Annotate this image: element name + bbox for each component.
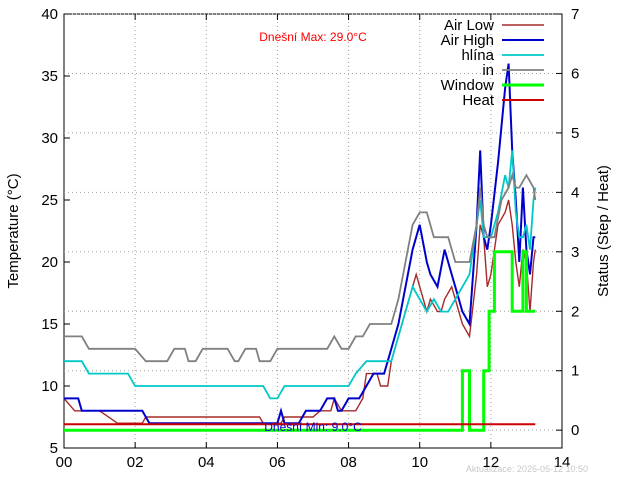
legend-label-in: in (482, 62, 494, 79)
plot-area (63, 13, 563, 449)
max-temperature-annotation: Dnešní Max: 29.0°C (259, 30, 367, 44)
series-line-window (64, 250, 536, 432)
y-tick-label: 20 (41, 254, 58, 271)
x-tick-label: 06 (269, 454, 286, 471)
x-tick-label: 08 (340, 454, 357, 471)
y2-tick-label: 7 (571, 6, 579, 23)
x-tick-label: 14 (554, 454, 571, 471)
legend-label-window: Window (441, 77, 495, 94)
y-tick-label: 35 (41, 68, 58, 85)
last-updated-label: Aktualizace: 2026-05-12 10:50 (466, 464, 588, 474)
y2-tick-label: 3 (571, 244, 579, 261)
x-tick-label: 02 (127, 454, 144, 471)
x-tick-label: 00 (56, 454, 73, 471)
series-line-air-high (64, 63, 536, 425)
min-temperature-annotation: Dnešní Min: 9.0°C (264, 420, 362, 434)
series-line-hlina (64, 150, 537, 400)
series-layer (63, 63, 537, 432)
series-line-in (64, 171, 537, 363)
legend-label-hlina: hlína (461, 47, 494, 64)
y2-tick-label: 6 (571, 65, 579, 82)
y-axis-label: Temperature (°C) (5, 173, 22, 288)
x-tick-label: 04 (198, 454, 215, 471)
x-axis-ticks: 00 02 04 06 08 10 12 14 (56, 14, 571, 471)
y2-tick-label: 0 (571, 422, 579, 439)
legend-label-heat: Heat (462, 92, 495, 109)
y2-tick-label: 4 (571, 184, 579, 201)
x-tick-label: 10 (411, 454, 428, 471)
y2-tick-label: 1 (571, 363, 579, 380)
y-tick-label: 15 (41, 316, 58, 333)
y-axis-ticks: 5 10 15 20 25 30 35 40 (41, 6, 70, 457)
y-tick-label: 25 (41, 192, 58, 209)
y2-axis-ticks: 0 1 2 3 4 5 6 7 (556, 6, 579, 439)
legend-label-air-high: Air High (441, 32, 494, 49)
legend-label-air-low: Air Low (444, 17, 494, 34)
y2-tick-label: 2 (571, 303, 579, 320)
y2-tick-label: 5 (571, 125, 579, 142)
y-tick-label: 30 (41, 130, 58, 147)
y2-axis-label: Status (Step / Heat) (595, 165, 612, 297)
y-tick-label: 40 (41, 6, 58, 23)
y-tick-label: 5 (50, 440, 58, 457)
x-tick-label: 12 (483, 454, 500, 471)
y-tick-label: 10 (41, 378, 58, 395)
